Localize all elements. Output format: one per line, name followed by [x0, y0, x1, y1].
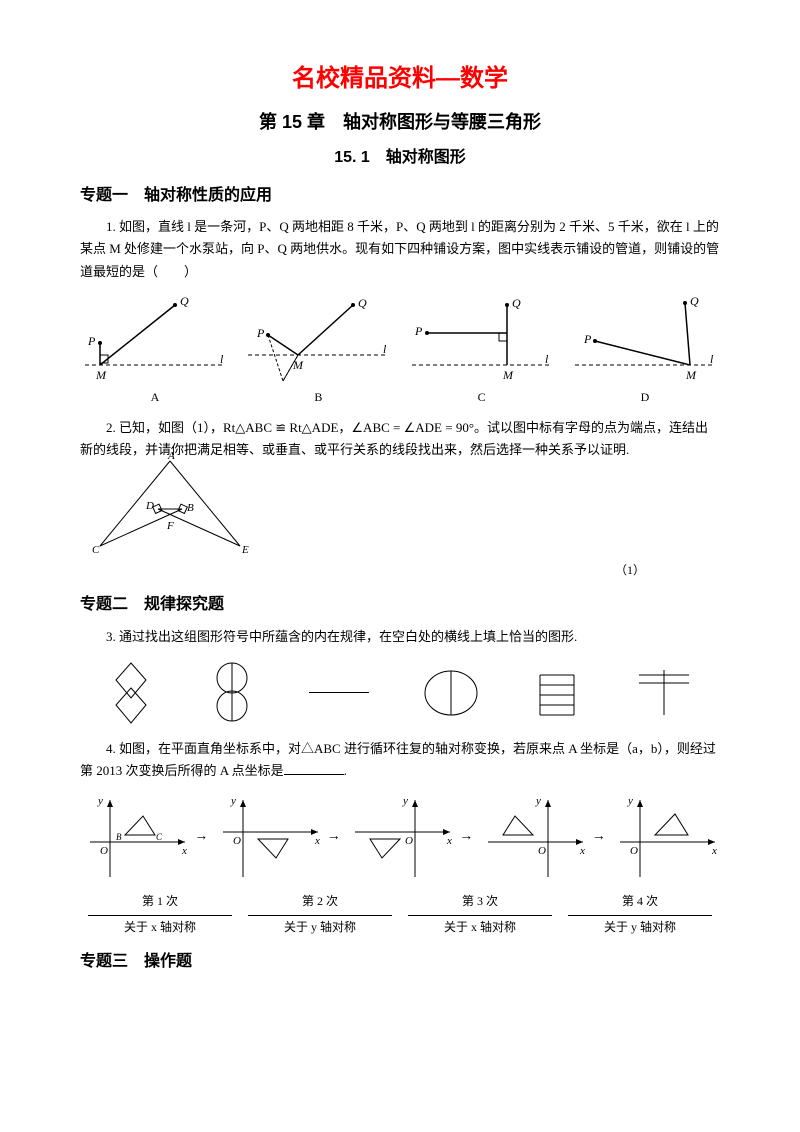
- transform-desc-row: 关于 x 轴对称 关于 y 轴对称 关于 x 轴对称 关于 y 轴对称: [80, 915, 720, 937]
- svg-text:O: O: [405, 835, 413, 847]
- svg-text:B: B: [116, 832, 122, 842]
- svg-text:Q: Q: [690, 294, 699, 308]
- coord-4: x y O: [478, 792, 588, 882]
- problem-4-diagrams: x y O B C → x y O → x y O → x y O → x y …: [80, 792, 720, 882]
- svg-text:M: M: [685, 368, 697, 382]
- symbol-4: [421, 663, 481, 723]
- trans-h1: 第 1 次: [88, 892, 232, 911]
- svg-text:Q: Q: [358, 296, 367, 310]
- arrow-icon: →: [592, 826, 606, 848]
- svg-text:l: l: [220, 352, 224, 366]
- trans-t2: 关于 y 轴对称: [248, 915, 392, 937]
- option-d-label: D: [570, 388, 720, 407]
- svg-text:O: O: [630, 845, 638, 857]
- svg-text:O: O: [100, 845, 108, 857]
- diagram-option-b: l P Q M B: [243, 293, 393, 407]
- problem-4-text: 4. 如图，在平面直角坐标系中，对△ABC 进行循环往复的轴对称变换，若原来点 …: [80, 738, 720, 782]
- svg-text:y: y: [535, 795, 541, 807]
- option-c-label: C: [407, 388, 557, 407]
- svg-text:F: F: [166, 520, 174, 532]
- diagram-option-a: l P Q M A: [80, 293, 230, 407]
- coord-3: x y O: [345, 792, 455, 882]
- svg-text:B: B: [187, 502, 194, 514]
- trans-t3: 关于 x 轴对称: [408, 915, 552, 937]
- trans-h2: 第 2 次: [248, 892, 392, 911]
- arrow-icon: →: [459, 826, 473, 848]
- svg-text:O: O: [538, 845, 546, 857]
- svg-text:P: P: [583, 332, 592, 346]
- svg-text:E: E: [241, 544, 249, 556]
- problem-2-figure: A D B F C E: [80, 451, 260, 561]
- svg-text:P: P: [87, 334, 96, 348]
- svg-text:y: y: [97, 795, 103, 807]
- coord-2: x y O: [213, 792, 323, 882]
- svg-text:M: M: [292, 358, 304, 372]
- svg-text:l: l: [710, 352, 714, 366]
- arrow-icon: →: [327, 826, 341, 848]
- option-a-label: A: [80, 388, 230, 407]
- doc-title-main: 名校精品资料—数学: [80, 60, 720, 98]
- svg-text:y: y: [402, 795, 408, 807]
- diagram-option-d: l P Q M D: [570, 293, 720, 407]
- problem-3-text: 3. 通过找出这组图形符号中所蕴含的内在规律，在空白处的横线上填上恰当的图形.: [80, 626, 720, 648]
- coord-1: x y O B C: [80, 792, 190, 882]
- problem-3-symbols: [80, 658, 720, 728]
- svg-text:D: D: [145, 500, 154, 512]
- problem-1-text: 1. 如图，直线 l 是一条河，P、Q 两地相距 8 千米，P、Q 两地到 l …: [80, 216, 720, 282]
- svg-text:l: l: [545, 352, 549, 366]
- coord-5: x y O: [610, 792, 720, 882]
- svg-text:Q: Q: [180, 294, 189, 308]
- symbol-6: [634, 665, 694, 720]
- transform-header-row: 第 1 次 第 2 次 第 3 次 第 4 次: [80, 892, 720, 911]
- doc-title-chapter: 第 15 章 轴对称图形与等腰三角形: [80, 108, 720, 137]
- topic3-heading: 专题三 操作题: [80, 949, 720, 975]
- svg-text:x: x: [711, 845, 717, 857]
- svg-text:O: O: [233, 835, 241, 847]
- topic1-heading: 专题一 轴对称性质的应用: [80, 183, 720, 209]
- svg-text:M: M: [502, 368, 514, 382]
- svg-text:l: l: [383, 342, 387, 356]
- svg-text:P: P: [256, 326, 265, 340]
- trans-h4: 第 4 次: [568, 892, 712, 911]
- arrow-icon: →: [194, 826, 208, 848]
- trans-h3: 第 3 次: [408, 892, 552, 911]
- svg-text:x: x: [446, 835, 452, 847]
- svg-text:y: y: [627, 795, 633, 807]
- blank-answer: [309, 692, 369, 693]
- svg-text:x: x: [314, 835, 320, 847]
- problem-2-text: 2. 已知，如图（1），Rt△ABC ≌ Rt△ADE，∠ABC = ∠ADE …: [80, 417, 720, 461]
- figure-1-label: （1）: [540, 561, 720, 580]
- diagram-option-c: l P Q M C: [407, 293, 557, 407]
- svg-text:Q: Q: [512, 296, 521, 310]
- svg-text:M: M: [95, 368, 107, 382]
- symbol-5: [532, 665, 582, 720]
- svg-text:A: A: [167, 451, 175, 462]
- doc-title-section: 15. 1 轴对称图形: [80, 145, 720, 171]
- svg-text:C: C: [156, 832, 163, 842]
- svg-text:y: y: [230, 795, 236, 807]
- symbol-2: [207, 658, 257, 728]
- svg-text:x: x: [181, 845, 187, 857]
- trans-t1: 关于 x 轴对称: [88, 915, 232, 937]
- symbol-1: [106, 658, 156, 728]
- option-b-label: B: [243, 388, 393, 407]
- topic2-heading: 专题二 规律探究题: [80, 592, 720, 618]
- svg-text:P: P: [414, 324, 423, 338]
- svg-text:x: x: [579, 845, 585, 857]
- problem-1-diagrams: l P Q M A l P Q M B: [80, 293, 720, 407]
- trans-t4: 关于 y 轴对称: [568, 915, 712, 937]
- svg-text:C: C: [92, 544, 100, 556]
